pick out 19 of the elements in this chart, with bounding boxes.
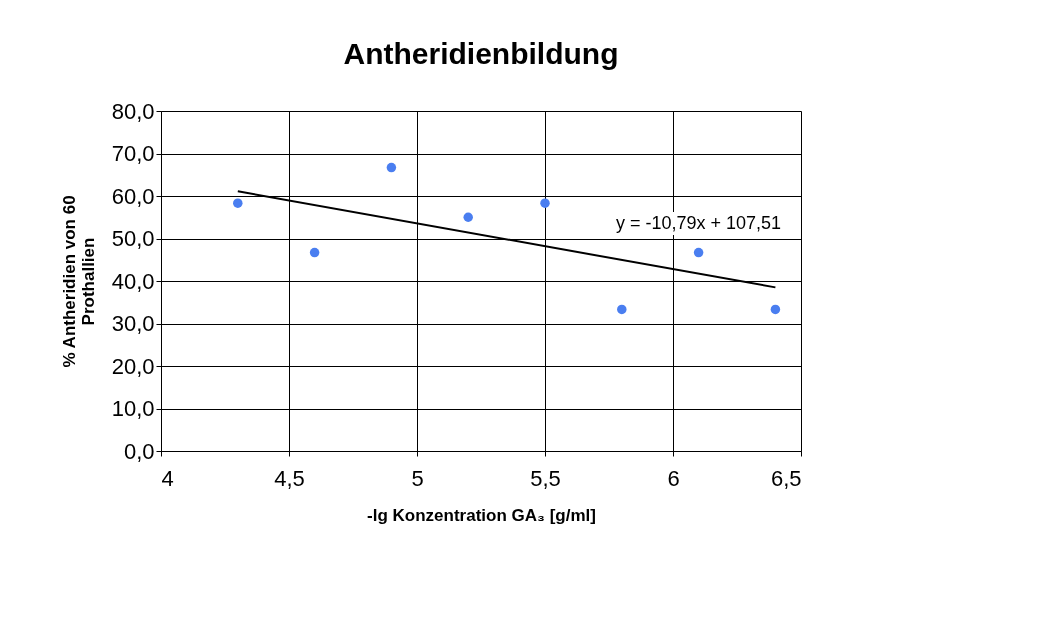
y-tick-label: 40,0 [111, 268, 155, 294]
y-tick-label: 10,0 [111, 396, 155, 421]
chart-title: Antheridienbildung [343, 37, 619, 70]
x-tick-label: 5 [411, 465, 424, 491]
y-tick-label: 20,0 [111, 353, 155, 379]
x-tick-label: 4,5 [274, 465, 305, 491]
y-tick-label: 80,0 [111, 98, 155, 124]
x-axis-title: -lg Konzentration GA₃ [g/ml] [367, 505, 596, 525]
x-tick-label: 6,5 [770, 465, 802, 491]
x-tick-label: 4 [161, 465, 174, 491]
y-tick-label: 0,0 [123, 438, 155, 464]
y-axis-title: % Antheridien von 60 Prothallien [59, 195, 98, 368]
y-tick-label: 50,0 [111, 226, 155, 251]
x-tick-label: 5,5 [530, 465, 561, 491]
x-tick-label: 6 [667, 465, 680, 491]
y-tick-label: 70,0 [111, 141, 155, 166]
y-tick-label: 60,0 [111, 183, 155, 209]
y-tick-label: 30,0 [111, 311, 155, 336]
annotation: y = -10,79x + 107,51 [615, 213, 781, 233]
